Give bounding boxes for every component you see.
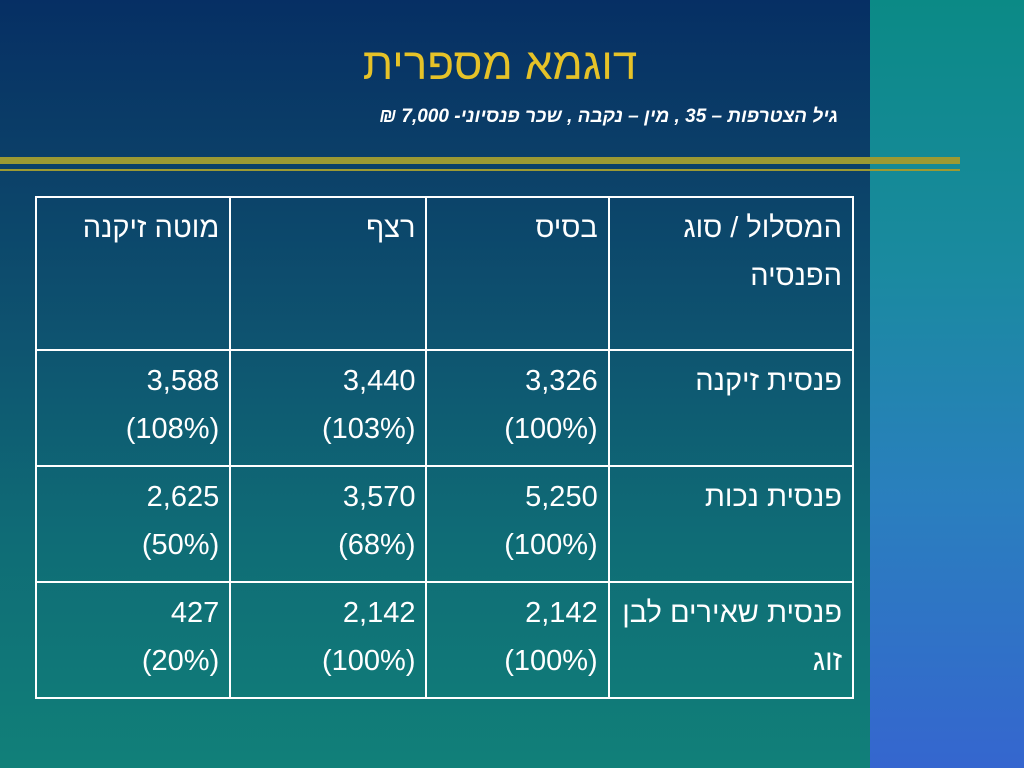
cell-percent: (103%) (321, 413, 416, 445)
cell-percent: (68%) (338, 529, 416, 561)
cell-base: 5,250 (100%) (425, 465, 610, 583)
cell-value: 3,440 (342, 365, 416, 397)
cell-age-shifted: 3,588 (108%) (34, 349, 232, 467)
cell-percent: (50%) (141, 529, 220, 561)
cell-age-shifted: 427 (20%) (34, 581, 232, 699)
cell-value: 2,142 (342, 597, 416, 629)
cell-age-shifted: 2,625 (50%) (34, 465, 232, 583)
cell-percent: (108%) (125, 413, 220, 445)
cell-value: 5,250 (525, 481, 598, 513)
header-continuous: רצף (229, 196, 428, 351)
header-track-type: המסלול / סוג הפנסיה (607, 196, 855, 351)
divider-thin (0, 169, 960, 171)
slide-title: דוגמא מספרית (362, 40, 638, 89)
cell-continuous: 3,440 (103%) (229, 349, 428, 467)
cell-value: 427 (170, 597, 220, 629)
header-age-shifted: מוטה זיקנה (34, 196, 232, 351)
header-base: בסיס (425, 196, 610, 351)
cell-value: 3,326 (525, 365, 598, 397)
table-row: פנסית שאירים לבן זוג 2,142 (100%) 2,142 … (34, 581, 855, 699)
cell-percent: (20%) (141, 645, 220, 677)
cell-percent: (100%) (504, 529, 598, 561)
row-label: פנסית נכות (607, 465, 855, 583)
row-label: פנסית זיקנה (607, 349, 855, 467)
pension-table: המסלול / סוג הפנסיה בסיס רצף מוטה זיקנה … (34, 196, 855, 699)
table-row: פנסית נכות 5,250 (100%) 3,570 (68%) 2,62… (34, 465, 855, 583)
cell-value: 2,625 (146, 481, 220, 513)
cell-percent: (100%) (504, 645, 598, 677)
cell-continuous: 3,570 (68%) (229, 465, 428, 583)
row-label: פנסית שאירים לבן זוג (607, 581, 855, 699)
cell-percent: (100%) (321, 645, 416, 677)
table-header-row: המסלול / סוג הפנסיה בסיס רצף מוטה זיקנה (34, 196, 855, 351)
cell-base: 3,326 (100%) (425, 349, 610, 467)
cell-value: 3,588 (146, 365, 220, 397)
right-side-panel (870, 0, 1024, 768)
cell-value: 3,570 (342, 481, 416, 513)
cell-base: 2,142 (100%) (425, 581, 610, 699)
divider-thick (0, 157, 960, 164)
slide-subtitle: גיל הצטרפות – 35 , מין – נקבה , שכר פנסי… (379, 106, 838, 127)
cell-percent: (100%) (504, 413, 598, 445)
cell-value: 2,142 (525, 597, 598, 629)
cell-continuous: 2,142 (100%) (229, 581, 428, 699)
table-row: פנסית זיקנה 3,326 (100%) 3,440 (103%) 3,… (34, 349, 855, 467)
